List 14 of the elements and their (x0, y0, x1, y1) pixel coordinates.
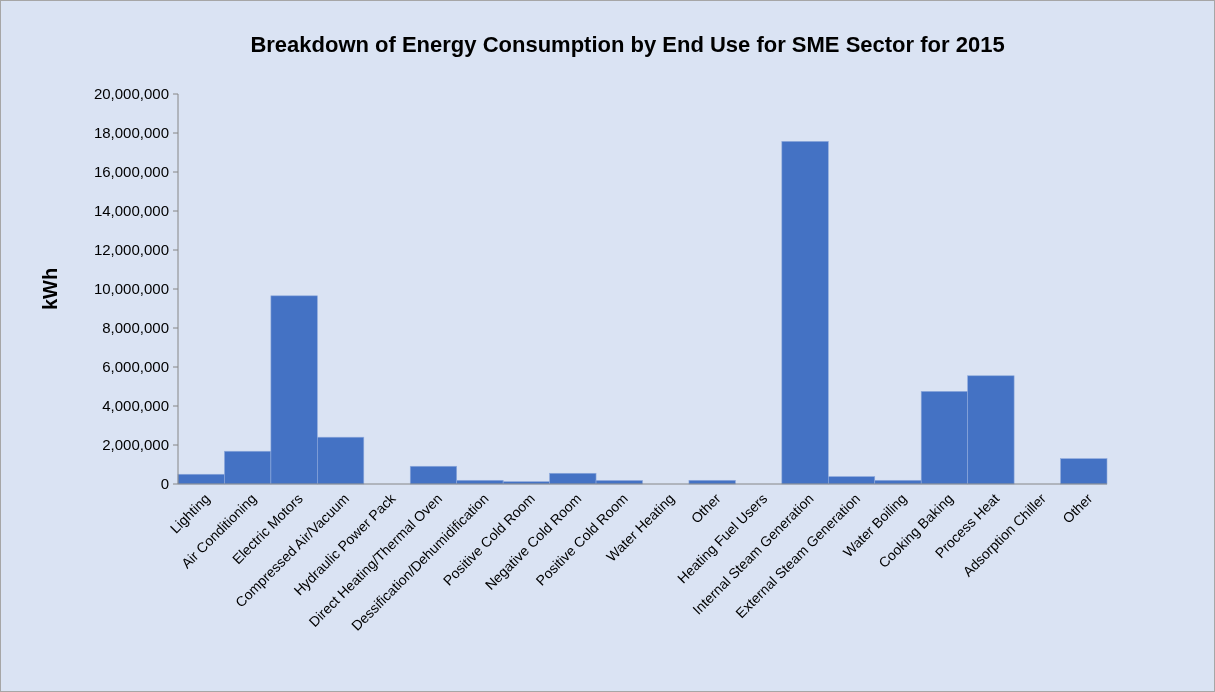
y-tick-label: 10,000,000 (93, 280, 169, 298)
y-axis-title: kWh (39, 267, 61, 311)
y-tick-label: 20,000,000 (93, 85, 169, 103)
y-tick-label: 8,000,000 (102, 319, 169, 337)
chart-title: Breakdown of Energy Consumption by End Use for SME Sector for 2015 (250, 32, 1005, 57)
y-tick-label: 4,000,000 (102, 397, 169, 415)
y-tick-label: 14,000,000 (93, 202, 169, 220)
y-tick-label: 18,000,000 (93, 124, 169, 142)
y-tick-label: 6,000,000 (102, 358, 169, 376)
y-tick-label: 16,000,000 (93, 163, 169, 181)
y-tick-label: 12,000,000 (93, 241, 169, 259)
y-tick-label: 2,000,000 (102, 436, 169, 454)
bar (1060, 458, 1108, 485)
y-tick-label: 0 (160, 475, 169, 493)
